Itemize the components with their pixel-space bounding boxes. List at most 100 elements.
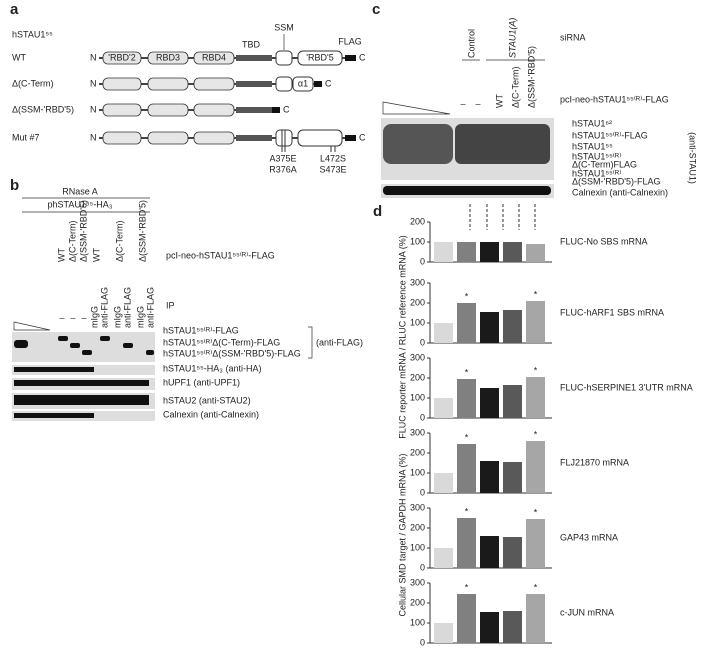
bar [526, 441, 545, 493]
flag-tag [345, 55, 356, 61]
lane-label: WT [56, 248, 66, 262]
protein-label: hSTAU1⁵⁵ [12, 29, 53, 39]
flag-tag [345, 135, 356, 141]
significance: * [465, 291, 469, 301]
c-term: C [325, 78, 332, 88]
bar [457, 242, 476, 262]
y-tick-label: 300 [410, 277, 425, 287]
domain-label: TBD [242, 39, 261, 49]
stau-sirna: STAU1(A) [507, 18, 517, 58]
y-tick-label: 200 [410, 597, 425, 607]
band [123, 343, 133, 348]
bar [503, 462, 522, 493]
bar [526, 519, 545, 568]
ssm [275, 76, 293, 92]
alpha1 [292, 76, 314, 92]
bar [480, 461, 499, 493]
y-tick-label: 100 [410, 542, 425, 552]
y-tick-label: 200 [410, 216, 425, 226]
chart-title: FLUC-hSERPINE1 3'UTR mRNA [560, 382, 693, 392]
row-label: Δ(C-Term) [12, 78, 54, 88]
y-tick-label: 0 [420, 562, 425, 572]
bar [480, 388, 499, 418]
control: Control [466, 29, 476, 58]
bar [503, 310, 522, 343]
bar [480, 536, 499, 568]
band-label: hSTAU1⁶² [572, 118, 612, 128]
domain [297, 50, 343, 66]
c-term: C [359, 132, 366, 142]
y-tick-label: 100 [410, 617, 425, 627]
bar [480, 312, 499, 343]
antibody: (anti-FLAG) [316, 337, 363, 347]
bar [434, 398, 453, 418]
band [14, 395, 149, 405]
panel-d: d FLUC reporter mRNA / RLUC reference mR… [373, 203, 407, 617]
dash: – [475, 98, 480, 108]
band [70, 343, 80, 348]
ip-lane: anti-FLAG [122, 287, 132, 328]
band-label: hSTAU1⁵⁵-HA₃ (anti-HA) [163, 363, 261, 373]
y-tick-label: 0 [420, 637, 425, 647]
band-label: Calnexin (anti-Calnexin) [163, 409, 259, 419]
domain [102, 51, 142, 65]
bar [434, 323, 453, 343]
domain [102, 77, 142, 91]
band-label: hSTAU1⁵⁵ [572, 141, 613, 151]
band-label: hSTAU1⁵⁵⁽ᴿ⁾ [572, 151, 621, 161]
domain [193, 51, 235, 65]
construct: pcI-neo-hSTAU1⁵⁵⁽ᴿ⁾-FLAG [166, 250, 275, 260]
domain-label: FLAG [338, 36, 362, 46]
domain [102, 131, 142, 145]
domain-label: 'RBD'2 [108, 52, 135, 62]
lane-label: Δ(SSM-'RBD'5) [137, 200, 147, 262]
row-label: Mut #7 [12, 132, 40, 142]
bar [526, 244, 545, 262]
domain [147, 77, 189, 91]
band-label: hSTAU1⁵⁵⁽ᴿ⁾Δ(SSM-'RBD'5)-FLAG [163, 348, 301, 358]
panel-label: d [373, 203, 382, 220]
dash: – [59, 312, 64, 322]
bar [503, 611, 522, 643]
mutation: R376A [269, 164, 297, 174]
bar [526, 594, 545, 643]
ip-lane: mIgG [112, 306, 122, 328]
ip-label: IP [166, 300, 175, 310]
mutation: L472S [320, 153, 346, 163]
y-tick-label: 300 [410, 577, 425, 587]
mutation: S473E [319, 164, 346, 174]
band-label: hSTAU1⁵⁵⁽ᴿ⁾-FLAG [572, 130, 648, 140]
band [100, 336, 110, 341]
gradient-wedge [13, 321, 51, 331]
domain-label: α1 [298, 78, 308, 88]
band [455, 124, 550, 164]
domain [297, 129, 343, 147]
construct: pcI-neo-hSTAU1⁵⁵⁽ᴿ⁾-FLAG [560, 94, 669, 104]
lane-label: Δ(C-Term) [114, 220, 124, 262]
bar [457, 444, 476, 493]
y-tick-label: 200 [410, 522, 425, 532]
y-tick-label: 100 [410, 317, 425, 327]
y-tick-label: 200 [410, 447, 425, 457]
ip-lane: anti-FLAG [145, 287, 155, 328]
lane-label: Δ(C-Term) [510, 66, 520, 108]
dash: – [460, 98, 465, 108]
band-label: Δ(C-Term)FLAG [572, 159, 637, 169]
ssm [275, 129, 293, 147]
flag-tag [314, 81, 322, 87]
bar [526, 377, 545, 418]
ip-lane: anti-FLAG [99, 287, 109, 328]
panel-label: b [10, 177, 19, 194]
y-tick-label: 0 [420, 256, 425, 266]
sirna-label: siRNA [560, 32, 586, 42]
significance: * [534, 507, 538, 517]
band [82, 350, 92, 355]
bar [480, 242, 499, 262]
y-tick-label: 200 [410, 297, 425, 307]
y-tick-label: 200 [410, 372, 425, 382]
significance: * [465, 582, 469, 592]
band [14, 413, 94, 418]
band-label: hUPF1 (anti-UPF1) [163, 377, 240, 387]
band-label: hSTAU1⁵⁵⁽ᴿ⁾Δ(C-Term)-FLAG [163, 337, 280, 347]
